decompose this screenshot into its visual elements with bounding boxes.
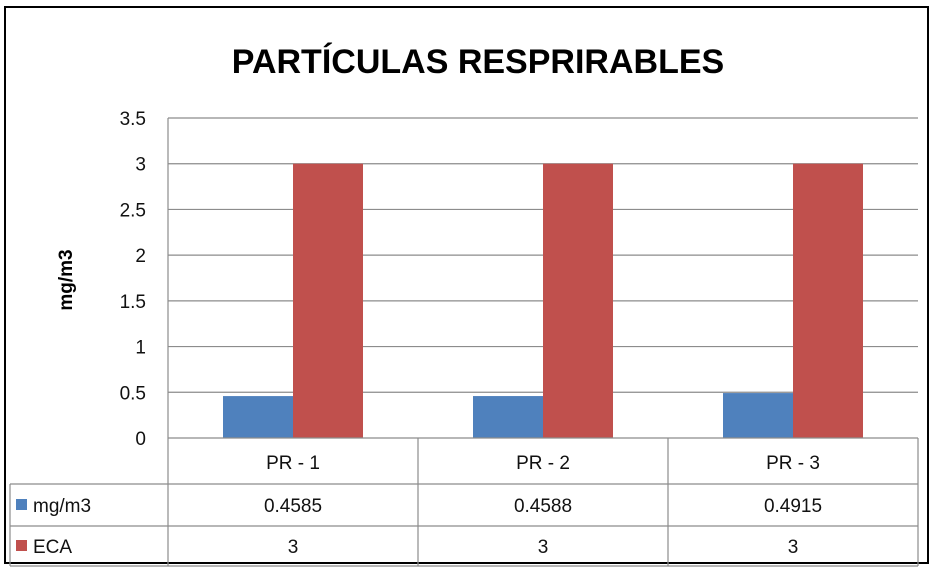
y-tick-label: 1 — [135, 338, 146, 359]
y-tick-label: 2 — [135, 246, 146, 267]
data-label: 0.4585 — [264, 496, 322, 517]
category-label: PR - 1 — [266, 453, 320, 474]
bar-mg-m3 — [223, 396, 293, 438]
bars — [223, 163, 863, 438]
y-tick-label: 1.5 — [120, 292, 146, 313]
y-tick-label: 0 — [135, 429, 146, 450]
y-tick-label: 0.5 — [120, 383, 146, 404]
category-label: PR - 3 — [766, 453, 820, 474]
y-axis-label: mg/m3 — [56, 249, 77, 310]
bar-eca — [543, 163, 613, 438]
data-label: 3 — [288, 537, 299, 558]
y-tick-label: 2.5 — [120, 200, 146, 221]
data-label: 0.4915 — [764, 496, 822, 517]
series-name: ECA — [33, 537, 72, 558]
y-tick-label: 3.5 — [120, 109, 146, 130]
bar-eca — [293, 163, 363, 438]
y-tick-labels: 0 0.5 1 1.5 2 2.5 3 3.5 — [120, 109, 146, 450]
y-tick-label: 3 — [135, 155, 146, 176]
bar-eca — [793, 163, 863, 438]
chart-frame — [4, 6, 929, 564]
bar-mg-m3 — [473, 396, 543, 438]
series-name: mg/m3 — [33, 496, 91, 517]
bar-mg-m3 — [723, 393, 793, 438]
chart-title: PARTÍCULAS RESPRIRABLES — [232, 43, 724, 81]
data-label: 0.4588 — [514, 496, 572, 517]
legend-key — [16, 540, 27, 551]
data-label: 3 — [538, 537, 549, 558]
legend-key — [16, 499, 27, 510]
data-label: 3 — [788, 537, 799, 558]
data-table: PR - 1 PR - 2 PR - 3 mg/m3 0.4585 0.4588 0.491… — [9, 437, 919, 567]
category-label: PR - 2 — [516, 453, 570, 474]
